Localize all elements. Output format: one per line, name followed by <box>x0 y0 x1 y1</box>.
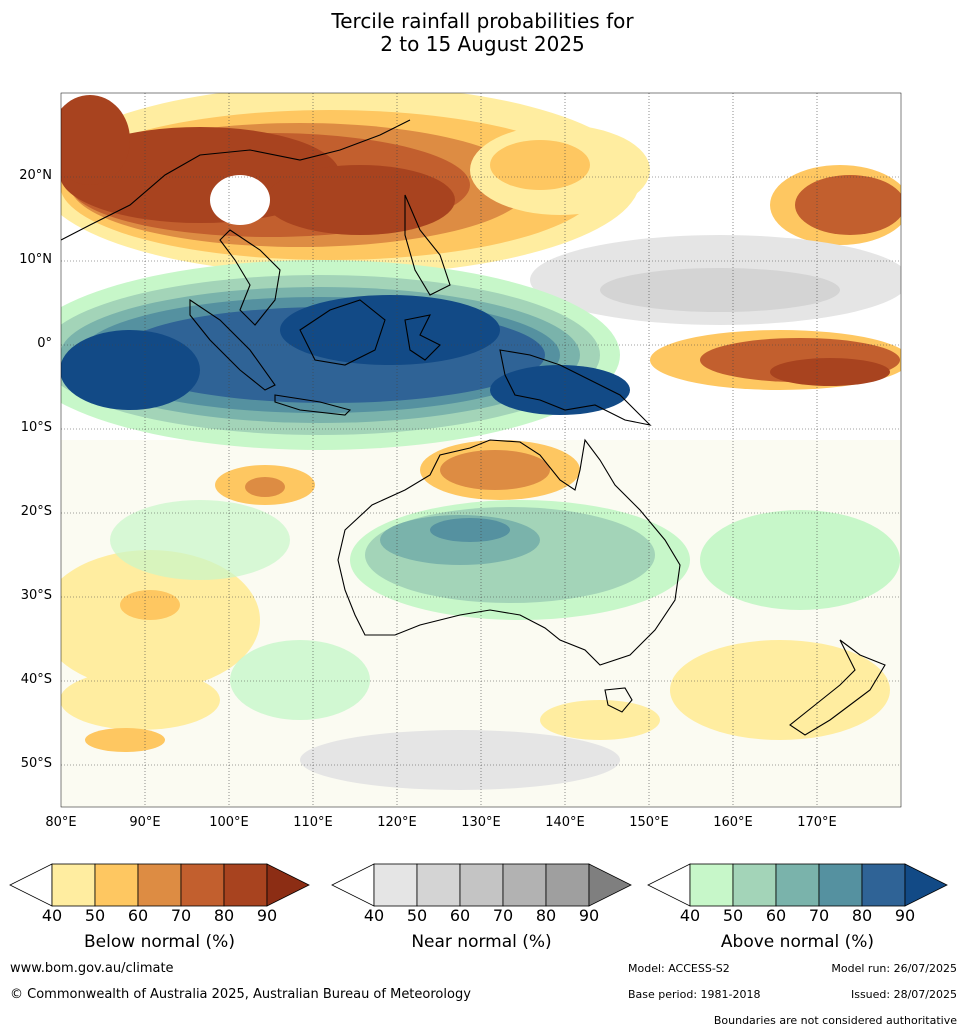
near-normal-colorbar-segment <box>502 863 547 907</box>
lat-label: 20°S <box>20 504 52 519</box>
above-normal-colorbar-tip-high <box>904 863 948 907</box>
near-normal-colorbar-tip-low <box>331 863 375 907</box>
below-normal-colorbar-segment <box>180 863 225 907</box>
lon-label: 100°E <box>209 815 249 830</box>
near-normal-colorbar-segment <box>545 863 590 907</box>
below-normal-colorbar-tick: 40 <box>41 906 63 925</box>
tasmania-coast <box>604 687 633 713</box>
near-normal-colorbar-tick: 60 <box>449 906 471 925</box>
above-normal-colorbar-segment <box>818 863 863 907</box>
above-normal-colorbar-tick: 60 <box>765 906 787 925</box>
below-normal-colorbar-tick: 70 <box>170 906 192 925</box>
near-normal-colorbar-tick: 50 <box>406 906 428 925</box>
lon-label: 120°E <box>377 815 417 830</box>
below-normal-colorbar-tick: 60 <box>127 906 149 925</box>
lat-label: 20°N <box>19 168 52 183</box>
lon-label: 160°E <box>713 815 753 830</box>
above-normal-colorbar-tick: 90 <box>894 906 916 925</box>
lat-label: 40°S <box>20 672 52 687</box>
above-normal-colorbar-tick: 40 <box>679 906 701 925</box>
near-normal-colorbar-tick: 40 <box>363 906 385 925</box>
near-normal-colorbar-segment <box>416 863 461 907</box>
lon-label: 130°E <box>461 815 501 830</box>
model-run-text: Model run: 26/07/2025 <box>831 962 957 975</box>
lon-label: 110°E <box>293 815 333 830</box>
colorbars <box>9 863 948 907</box>
below-normal-colorbar-tick: 50 <box>84 906 106 925</box>
base-period-text: Base period: 1981-2018 <box>628 988 761 1001</box>
near-normal-colorbar-segment <box>459 863 504 907</box>
lat-label: 50°S <box>20 756 52 771</box>
above-normal-colorbar-segment <box>775 863 820 907</box>
below-normal-colorbar-segment <box>94 863 139 907</box>
sumatra-coast <box>189 298 276 391</box>
rainfall-field <box>61 93 901 807</box>
graticule <box>61 93 901 807</box>
lat-label: 10°N <box>19 252 52 267</box>
near-normal-colorbar-tick: 90 <box>578 906 600 925</box>
lon-label: 80°E <box>45 815 77 830</box>
below-normal-colorbar-segment <box>51 863 96 907</box>
below-normal-colorbar-tick: 90 <box>256 906 278 925</box>
above-normal-colorbar-tip-low <box>647 863 691 907</box>
above-normal-colorbar-tick: 80 <box>851 906 873 925</box>
philippines-coast <box>404 194 451 296</box>
sulawesi-coast <box>404 314 441 361</box>
above-normal-colorbar-segment <box>732 863 777 907</box>
above-normal-colorbar-segment <box>861 863 906 907</box>
near-normal-colorbar-tip-high <box>588 863 632 907</box>
title-line-1: Tercile rainfall probabilities for <box>331 9 634 33</box>
below-normal-colorbar-tip-high <box>266 863 310 907</box>
map-title: Tercile rainfall probabilities for 2 to … <box>0 10 965 56</box>
near-normal-colorbar-tick: 80 <box>535 906 557 925</box>
coastlines <box>61 119 886 736</box>
model-text: Model: ACCESS-S2 <box>628 962 730 975</box>
lon-label: 140°E <box>545 815 585 830</box>
java-coast <box>274 394 352 416</box>
above-normal-colorbar-segment <box>689 863 734 907</box>
boundaries-note: Boundaries are not considered authoritat… <box>713 1014 957 1027</box>
australia-coast <box>337 438 681 666</box>
near-normal-colorbar-tick: 70 <box>492 906 514 925</box>
website-link[interactable]: www.bom.gov.au/climate <box>10 961 174 976</box>
new-guinea-coast <box>499 349 652 426</box>
below-normal-colorbar-tick: 80 <box>213 906 235 925</box>
indochina-coast <box>219 229 281 326</box>
above-normal-colorbar-tick: 70 <box>808 906 830 925</box>
borneo-coast <box>299 299 386 366</box>
below-normal-colorbar-segment <box>223 863 268 907</box>
map-frame <box>60 92 902 808</box>
lat-label: 0° <box>37 336 52 351</box>
issued-text: Issued: 28/07/2025 <box>850 988 957 1001</box>
legend-below-normal-label: Below normal (%) <box>84 932 235 952</box>
title-line-2: 2 to 15 August 2025 <box>380 32 585 56</box>
lon-label: 150°E <box>629 815 669 830</box>
near-normal-colorbar-segment <box>373 863 418 907</box>
lat-label: 30°S <box>20 588 52 603</box>
copyright-text: © Commonwealth of Australia 2025, Austra… <box>10 987 471 1002</box>
lon-label: 90°E <box>129 815 161 830</box>
below-normal-colorbar-tip-low <box>9 863 53 907</box>
lat-label: 10°S <box>20 420 52 435</box>
legend-above-normal-label: Above normal (%) <box>720 932 875 952</box>
legend-near-normal-label: Near normal (%) <box>411 932 552 952</box>
above-normal-colorbar-tick: 50 <box>722 906 744 925</box>
lon-label: 170°E <box>797 815 837 830</box>
new-zealand-coast <box>789 639 886 736</box>
below-normal-colorbar-segment <box>137 863 182 907</box>
asia-coast <box>61 119 411 241</box>
